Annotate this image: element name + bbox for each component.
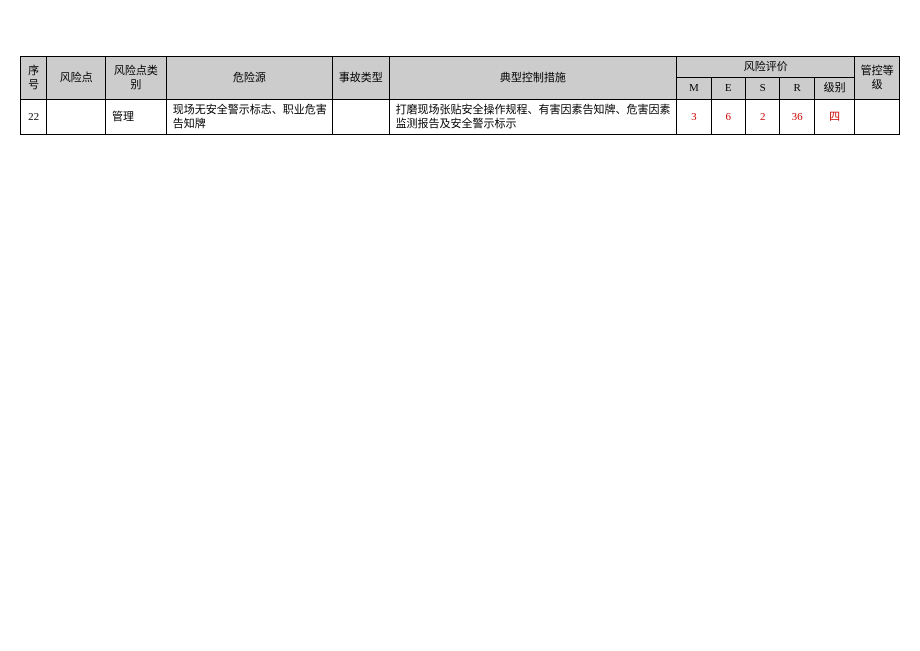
risk-assessment-table: 序号 风险点 风险点类别 危险源 事故类型 典型控制措施 风险评价 管控等级 M… — [20, 56, 900, 135]
table-body: 22 管理 现场无安全警示标志、职业危害告知牌 打磨现场张贴安全操作规程、有害因… — [21, 99, 900, 135]
header-risk-point: 风险点 — [47, 57, 106, 100]
header-m: M — [677, 78, 711, 99]
cell-level: 四 — [814, 99, 855, 135]
cell-m: 3 — [677, 99, 711, 135]
cell-r: 36 — [780, 99, 814, 135]
header-hazard: 危险源 — [166, 57, 332, 100]
header-control-level: 管控等级 — [855, 57, 900, 100]
header-level: 级别 — [814, 78, 855, 99]
header-e: E — [711, 78, 745, 99]
table-row: 22 管理 现场无安全警示标志、职业危害告知牌 打磨现场张贴安全操作规程、有害因… — [21, 99, 900, 135]
header-accident-type: 事故类型 — [332, 57, 389, 100]
cell-s: 2 — [745, 99, 779, 135]
cell-risk-point — [47, 99, 106, 135]
cell-risk-category: 管理 — [106, 99, 167, 135]
cell-accident-type — [332, 99, 389, 135]
cell-control-measure: 打磨现场张贴安全操作规程、有害因素告知牌、危害因素监测报告及安全警示标示 — [389, 99, 677, 135]
header-s: S — [745, 78, 779, 99]
header-row-top: 序号 风险点 风险点类别 危险源 事故类型 典型控制措施 风险评价 管控等级 — [21, 57, 900, 78]
header-control-measure: 典型控制措施 — [389, 57, 677, 100]
cell-hazard: 现场无安全警示标志、职业危害告知牌 — [166, 99, 332, 135]
cell-seq: 22 — [21, 99, 47, 135]
header-seq: 序号 — [21, 57, 47, 100]
header-r: R — [780, 78, 814, 99]
header-risk-eval-group: 风险评价 — [677, 57, 855, 78]
cell-e: 6 — [711, 99, 745, 135]
table-header: 序号 风险点 风险点类别 危险源 事故类型 典型控制措施 风险评价 管控等级 M… — [21, 57, 900, 100]
cell-control-level — [855, 99, 900, 135]
header-risk-category: 风险点类别 — [106, 57, 167, 100]
